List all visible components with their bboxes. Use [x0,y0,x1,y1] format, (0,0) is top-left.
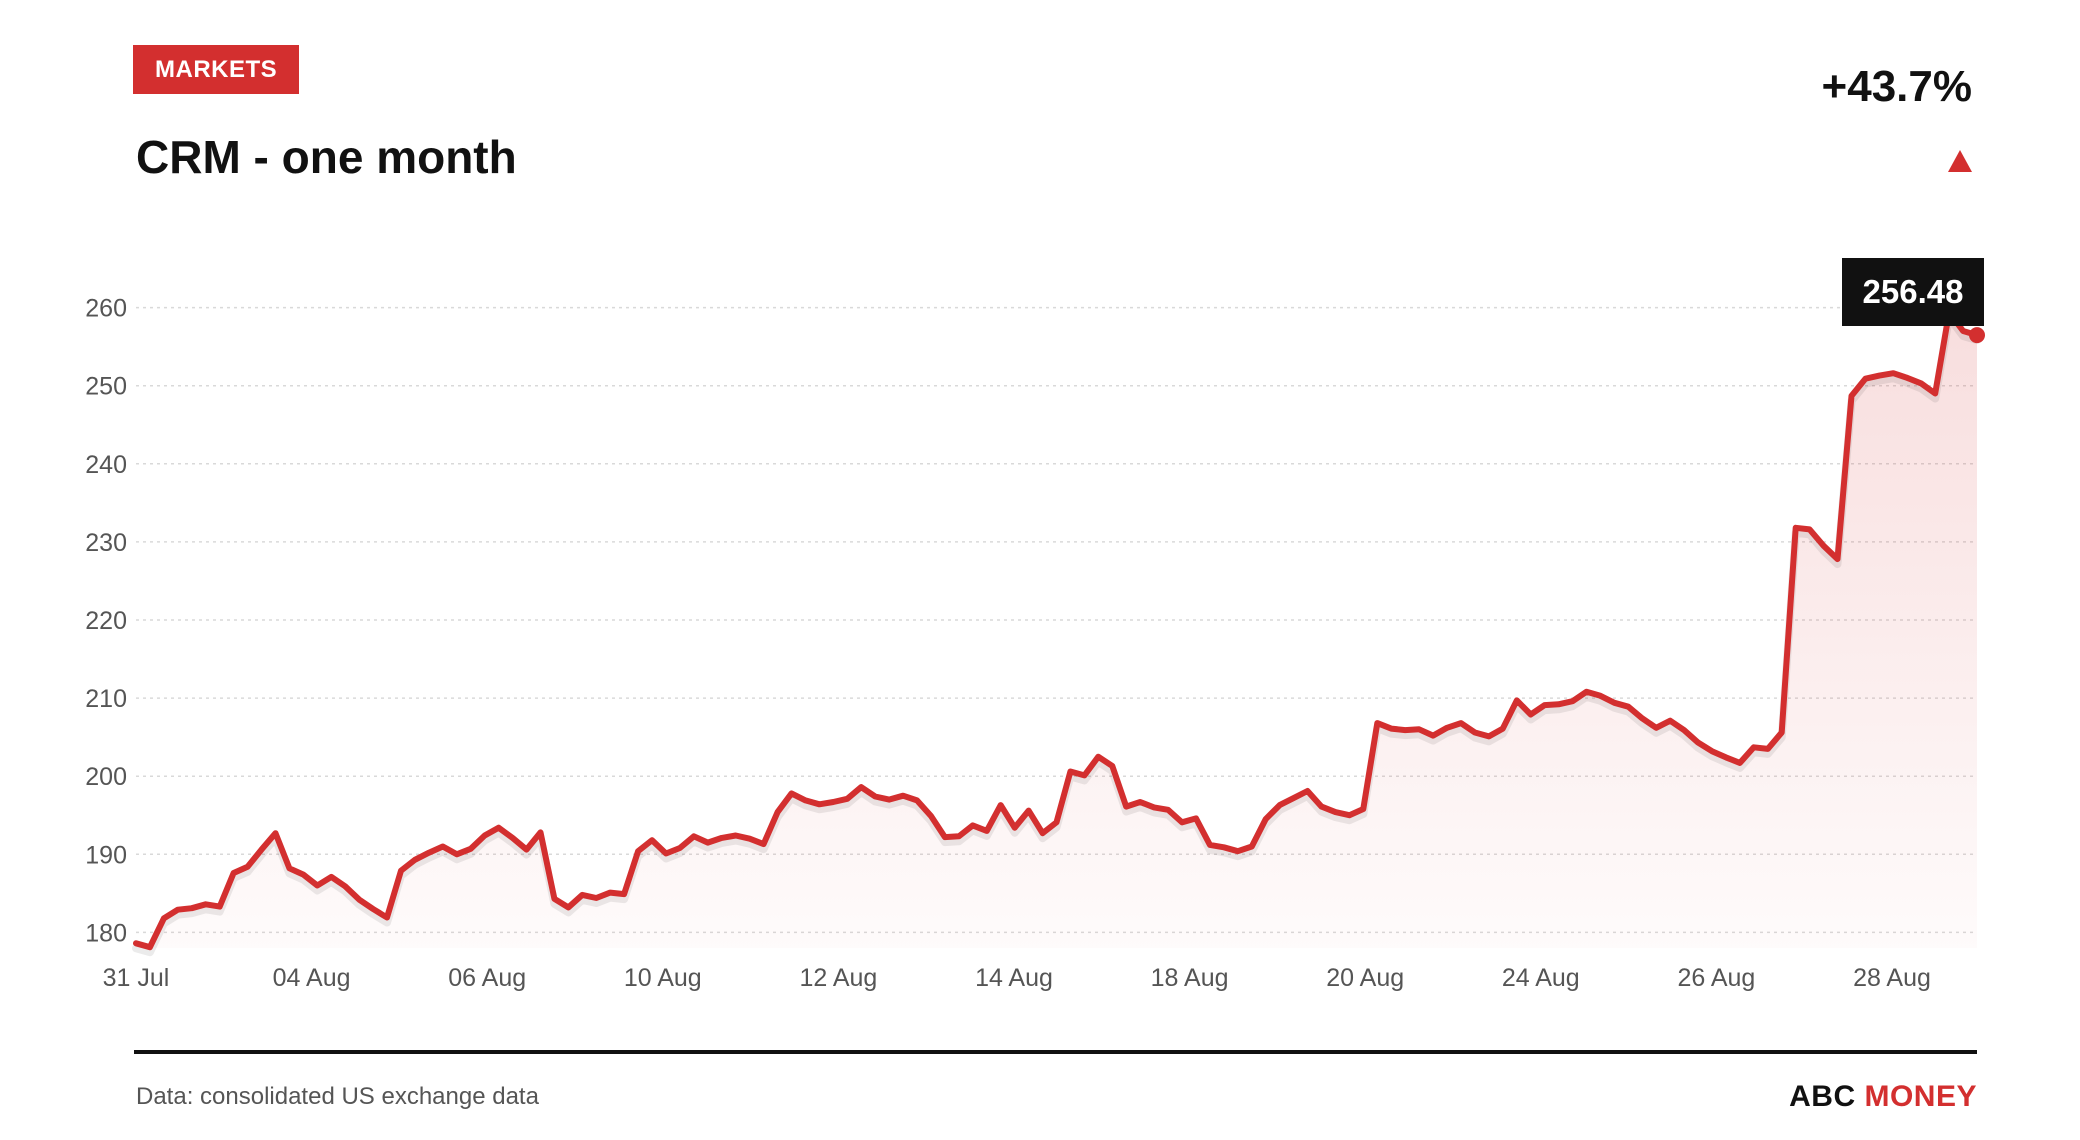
chart-title: CRM - one month [136,131,517,183]
y-tick-label: 210 [85,685,127,713]
y-tick-label: 180 [85,919,127,947]
brand-logo: ABC MONEY [1789,1080,1977,1114]
price-area-fill [136,312,1977,948]
last-price-label: 256.48 [1863,273,1964,310]
y-tick-label: 250 [85,373,127,401]
brand-name-accent: MONEY [1864,1080,1977,1113]
last-price-callout: 256.48 [1842,258,1984,326]
x-tick-label: 31 Jul [103,964,170,992]
x-tick-label: 04 Aug [273,964,351,992]
price-chart: 180 190 200 210 220 230 240 250 260 31 Jul 04 Aug… [85,258,1985,992]
x-tick-label: 18 Aug [1151,964,1229,992]
y-tick-label: 190 [85,841,127,869]
x-tick-label: 06 Aug [448,964,526,992]
price-line-shadow [132,313,1981,957]
x-tick-label: 26 Aug [1677,964,1755,992]
y-tick-label: 240 [85,451,127,479]
data-source-note: Data: consolidated US exchange data [136,1083,539,1110]
x-tick-label: 14 Aug [975,964,1053,992]
price-line[interactable] [133,309,1980,951]
x-tick-label: 24 Aug [1502,964,1580,992]
section-tag: MARKETS [133,45,300,94]
last-price-callout-box [1842,258,1984,326]
x-tick-label: 20 Aug [1326,964,1404,992]
footer-divider [134,1050,1977,1054]
y-tick-label: 200 [85,763,127,791]
y-axis-labels: 180 190 200 210 220 230 240 250 260 [85,295,127,948]
y-tick-label: 220 [85,607,127,635]
x-axis-labels: 31 Jul 04 Aug 06 Aug 10 Aug 12 Aug 14 Aug 18 A… [103,964,1931,992]
x-tick-label: 12 Aug [799,964,877,992]
y-tick-label: 260 [85,295,127,323]
up-triangle-icon [1948,150,1972,172]
last-price-marker[interactable] [1969,327,1985,344]
percent-change: +43.7% [1821,62,1972,111]
brand-name-primary: ABC [1789,1080,1856,1113]
x-tick-label: 10 Aug [624,964,702,992]
x-tick-label: 28 Aug [1853,964,1931,992]
y-tick-label: 230 [85,529,127,557]
